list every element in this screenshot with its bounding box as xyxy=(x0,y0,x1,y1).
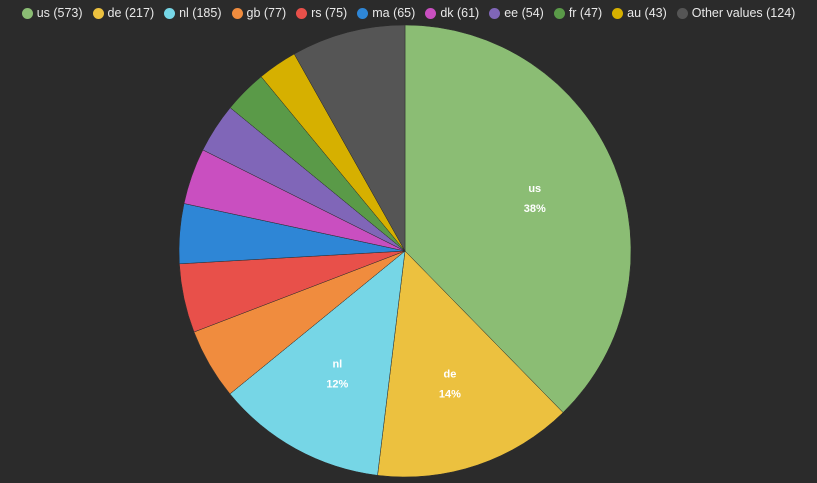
legend-label: gb (77) xyxy=(246,6,287,20)
legend-swatch xyxy=(164,7,176,19)
legend-label: fr (47) xyxy=(568,6,603,20)
legend-label: nl (185) xyxy=(179,6,222,20)
slice-nl[interactable] xyxy=(229,250,406,476)
legend-label: us (573) xyxy=(36,6,83,20)
legend-swatch xyxy=(296,7,308,19)
slice-label: us xyxy=(528,183,541,195)
legend-item-nl[interactable]: nl (185) xyxy=(164,6,222,20)
legend-swatch xyxy=(553,7,565,19)
legend-swatch xyxy=(489,7,501,19)
legend-swatch xyxy=(21,7,33,19)
legend-label: ma (65) xyxy=(372,6,416,20)
legend-item-gb[interactable]: gb (77) xyxy=(231,6,287,20)
legend-item-ma[interactable]: ma (65) xyxy=(357,6,415,20)
slice-percent: 38% xyxy=(524,203,546,215)
legend-label: de (217) xyxy=(107,6,155,20)
legend-item-de[interactable]: de (217) xyxy=(92,6,155,20)
slice-label: nl xyxy=(332,359,342,371)
slice-other-values[interactable] xyxy=(293,24,406,252)
legend-item-other-values[interactable]: Other values (124) xyxy=(676,6,796,20)
slice-percent: 14% xyxy=(439,389,461,401)
legend-swatch xyxy=(612,7,624,19)
legend-label: rs (75) xyxy=(311,6,348,20)
legend-label: Other values (124) xyxy=(691,6,796,20)
chart-legend: us (573) de (217) nl (185) gb (77) rs (75) ma… xyxy=(0,6,817,20)
legend-item-fr[interactable]: fr (47) xyxy=(553,6,603,20)
slice-us[interactable] xyxy=(404,24,632,413)
legend-swatch xyxy=(676,7,688,19)
slice-label: de xyxy=(443,369,456,381)
legend-swatch xyxy=(425,7,437,19)
legend-item-us[interactable]: us (573) xyxy=(21,6,83,20)
legend-item-dk[interactable]: dk (61) xyxy=(425,6,479,20)
legend-label: dk (61) xyxy=(440,6,480,20)
slice-de[interactable] xyxy=(377,250,564,478)
legend-swatch xyxy=(357,7,369,19)
legend-item-rs[interactable]: rs (75) xyxy=(296,6,347,20)
slice-percent: 12% xyxy=(326,379,348,391)
legend-item-au[interactable]: au (43) xyxy=(612,6,667,20)
legend-label: ee (54) xyxy=(504,6,544,20)
legend-swatch xyxy=(231,7,243,19)
legend-item-ee[interactable]: ee (54) xyxy=(489,6,544,20)
legend-label: au (43) xyxy=(627,6,667,20)
legend-swatch xyxy=(92,7,104,19)
